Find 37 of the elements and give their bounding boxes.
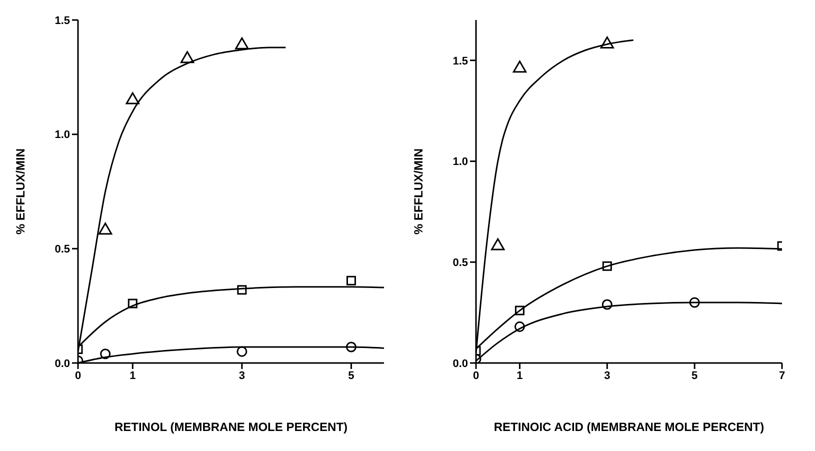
x-tick-label: 5 <box>692 370 698 382</box>
y-tick-label: 0.5 <box>54 244 70 256</box>
y-tick-label: 1.5 <box>452 55 468 68</box>
x-tick-label: 0 <box>74 370 82 382</box>
x-tick-label: 5 <box>348 370 354 382</box>
point <box>237 285 247 295</box>
point <box>180 51 194 64</box>
point <box>236 346 248 357</box>
y-axis-title: % EFFLUX/MIN <box>13 148 28 234</box>
x-axis-title: RETINOL (MEMBRANE MOLE PERCENT) <box>114 420 348 434</box>
point <box>346 342 356 352</box>
y-tick-label: 0.5 <box>452 257 468 270</box>
y-tick-label: 0.0 <box>54 358 70 370</box>
x-tick-label: 3 <box>604 370 610 382</box>
x-tick-label: 3 <box>238 370 245 382</box>
point <box>512 60 527 73</box>
y-tick-label: 1.0 <box>54 129 70 142</box>
point <box>98 222 112 235</box>
x-tick-label: 1 <box>130 370 136 382</box>
y-tick-label: 1.0 <box>452 156 468 168</box>
x-tick-label: 1 <box>516 370 523 382</box>
x-axis-title: RETINOIC ACID (MEMBRANE MOLE PERCENT) <box>494 420 764 434</box>
point <box>126 92 140 104</box>
point <box>128 298 138 308</box>
point <box>600 36 614 48</box>
point <box>514 321 525 332</box>
point <box>491 238 505 250</box>
x-tick-label: 7 <box>778 370 786 382</box>
point <box>100 348 111 360</box>
point <box>346 276 356 286</box>
y-tick-label: 1.5 <box>54 14 70 27</box>
x-tick-label: 0 <box>472 370 480 382</box>
y-axis-title: % EFFLUX/MIN <box>411 148 426 234</box>
point <box>235 37 249 50</box>
point <box>689 297 700 308</box>
y-tick-label: 0.0 <box>452 358 468 370</box>
point <box>602 299 612 310</box>
